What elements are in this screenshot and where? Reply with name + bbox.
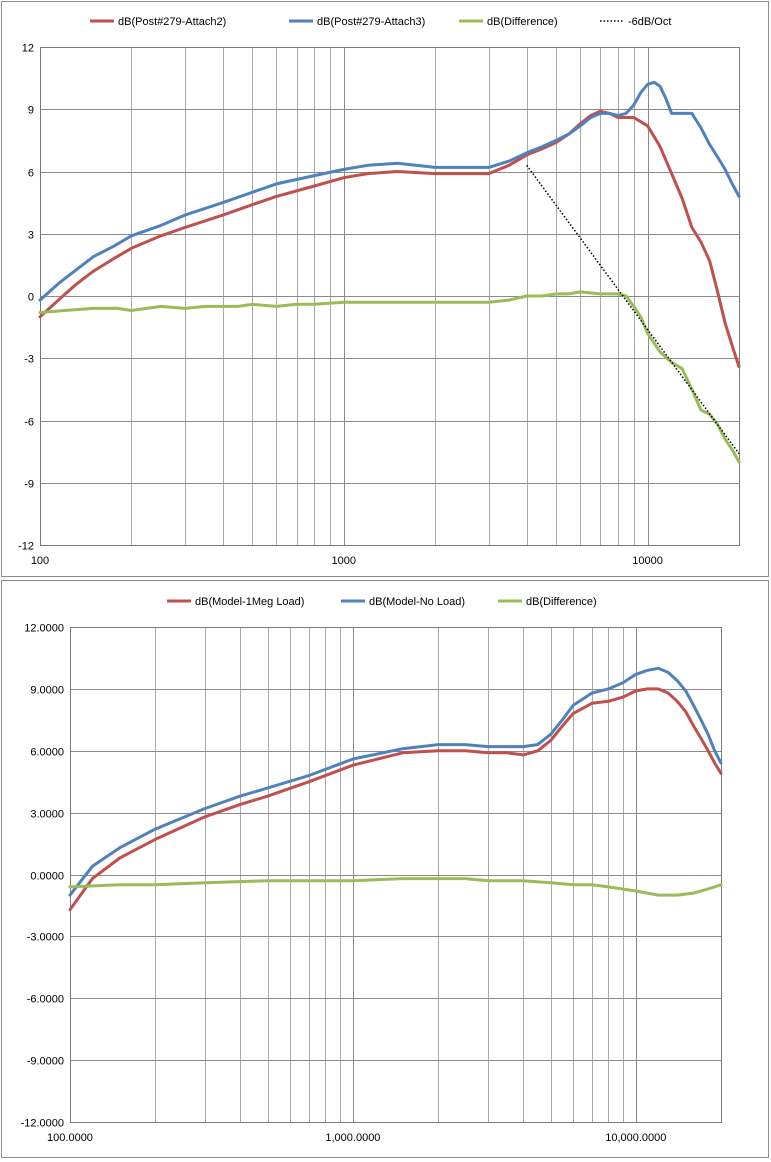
y-tick-label: -9 (24, 479, 34, 491)
series-line-1 (68, 687, 723, 912)
y-tick-label: -6.0000 (27, 994, 64, 1006)
legend-label: dB(Post#279-Attach3) (317, 16, 425, 28)
legend: dB(Model-1Meg Load) dB(Model-No Load) dB(D… (167, 596, 597, 608)
y-tick-label: 9 (28, 105, 34, 117)
legend-label: dB(Model-No Load) (369, 596, 465, 608)
y-tick-label: 6.0000 (30, 747, 64, 759)
x-tick-label: 1000 (332, 555, 356, 567)
frequency-response-chart-2: 12.0000 9.0000 6.0000 3.0000 0.0000 -3.0000 -6… (21, 596, 723, 1144)
frequency-response-chart-1: 12 9 6 3 0 -3 -6 -9 -12 100 1000 10000 dB(Post#279-A… (18, 16, 741, 567)
y-tick-label: 6 (28, 168, 34, 180)
y-tick-label: -9.0000 (27, 1056, 64, 1068)
series-line-3 (68, 877, 723, 897)
y-tick-label: 9.0000 (30, 685, 64, 697)
y-tick-label: 12 (22, 43, 34, 55)
legend-label: dB(Post#279-Attach2) (118, 16, 226, 28)
series-line-4 (526, 164, 740, 455)
series-line-2 (68, 666, 723, 897)
legend-label: -6dB/Oct (628, 16, 671, 28)
x-tick-label: 1,000.0000 (325, 1132, 380, 1144)
y-tick-label: -6 (24, 417, 34, 429)
y-tick-label: 0 (28, 292, 34, 304)
x-tick-label: 10000 (632, 555, 663, 567)
chart-panel-1: 12 9 6 3 0 -3 -6 -9 -12 100 1000 10000 dB(Post#279-A… (1, 1, 769, 577)
y-tick-label: 0.0000 (30, 871, 64, 883)
y-tick-label: -3 (24, 354, 34, 366)
y-tick-label: -12 (18, 541, 34, 553)
plot-area-frame (70, 627, 722, 1123)
legend: dB(Post#279-Attach2) dB(Post#279-Attach3)… (90, 16, 671, 28)
y-tick-label: 12.0000 (24, 623, 64, 635)
series-line-2 (38, 80, 741, 302)
chart-panel-2: 12.0000 9.0000 6.0000 3.0000 0.0000 -3.0000 -6… (1, 580, 769, 1158)
y-tick-label: 3 (28, 230, 34, 242)
legend-label: dB(Difference) (487, 16, 558, 28)
y-tick-label: -12.0000 (21, 1118, 64, 1130)
x-tick-label: 100.0000 (47, 1132, 93, 1144)
legend-label: dB(Difference) (526, 596, 597, 608)
plot-area-frame (40, 47, 740, 546)
y-tick-label: -3.0000 (27, 932, 64, 944)
legend-label: dB(Model-1Meg Load) (195, 596, 304, 608)
y-tick-label: 3.0000 (30, 809, 64, 821)
series-line-3 (38, 290, 741, 464)
x-tick-label: 100 (31, 555, 49, 567)
x-tick-label: 10,000.0000 (605, 1132, 666, 1144)
series-line-1 (38, 109, 741, 369)
